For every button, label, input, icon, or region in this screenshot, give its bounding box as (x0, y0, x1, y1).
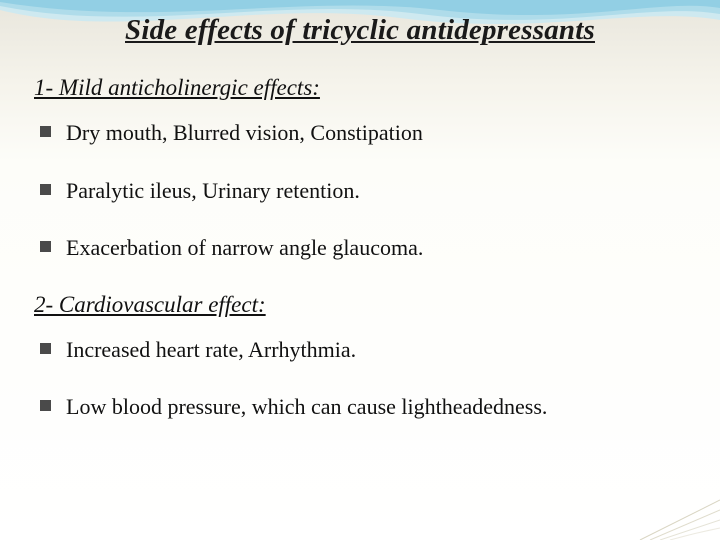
section-1-list: Dry mouth, Blurred vision, Constipation … (40, 119, 686, 262)
list-item: Paralytic ileus, Urinary retention. (40, 177, 686, 205)
slide-content: Side effects of tricyclic antidepressant… (0, 0, 720, 540)
list-item: Dry mouth, Blurred vision, Constipation (40, 119, 686, 147)
list-item: Exacerbation of narrow angle glaucoma. (40, 234, 686, 262)
list-item: Low blood pressure, which can cause ligh… (40, 393, 686, 421)
section-2-heading: 2- Cardiovascular effect: (34, 292, 686, 318)
section-1: 1- Mild anticholinergic effects: Dry mou… (34, 75, 686, 262)
section-2: 2- Cardiovascular effect: Increased hear… (34, 292, 686, 421)
section-1-heading: 1- Mild anticholinergic effects: (34, 75, 686, 101)
list-item: Increased heart rate, Arrhythmia. (40, 336, 686, 364)
section-2-list: Increased heart rate, Arrhythmia. Low bl… (40, 336, 686, 421)
slide-title: Side effects of tricyclic antidepressant… (34, 14, 686, 47)
